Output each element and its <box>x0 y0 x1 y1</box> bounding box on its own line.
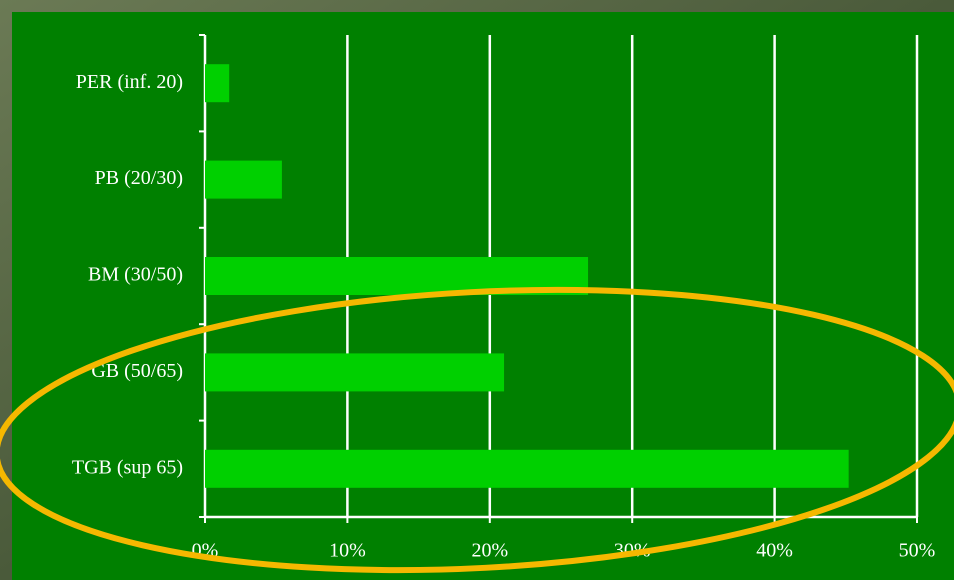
y-tick-label: PB (20/30) <box>95 167 183 189</box>
highlight-ellipse <box>0 286 954 574</box>
x-tick-label: 20% <box>471 540 508 562</box>
y-tick-label: BM (30/50) <box>88 264 183 286</box>
y-tick-label: TGB (sup 65) <box>72 456 183 478</box>
plot-area: 0% 10% 20% 30% 40% 50%PER (inf. 20)PB (20/30)… <box>72 34 936 562</box>
bar <box>205 353 505 392</box>
plot-panel <box>12 12 954 580</box>
x-tick-label: 10% <box>329 540 366 562</box>
bar <box>205 64 230 103</box>
bar <box>205 160 282 199</box>
y-tick-label: GB (50/65) <box>91 360 183 382</box>
x-tick-label: 40% <box>756 540 793 562</box>
y-tick-label: PER (inf. 20) <box>76 71 183 93</box>
x-tick-label: 50% <box>899 540 936 562</box>
bar <box>205 449 849 488</box>
